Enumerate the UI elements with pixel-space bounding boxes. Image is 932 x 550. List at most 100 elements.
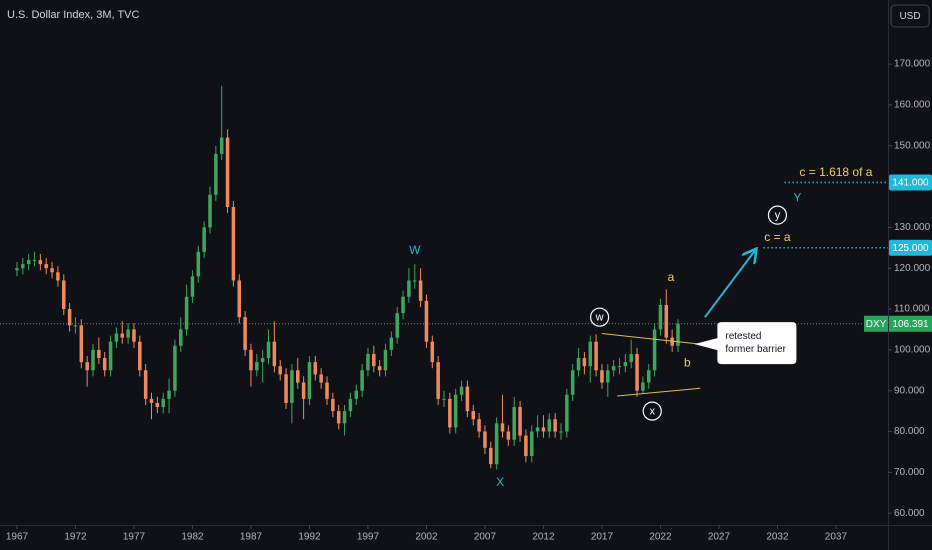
candle-body: [73, 325, 78, 327]
x-tick-label: 2017: [591, 532, 614, 543]
level-label: 141.000: [892, 178, 929, 189]
candle-body: [114, 333, 119, 342]
wave-label: y: [775, 210, 781, 222]
candle-body: [412, 280, 417, 282]
candle-body: [15, 268, 19, 271]
candle-body: [290, 370, 294, 403]
triangle-line: [601, 333, 701, 345]
candle-body: [120, 333, 125, 338]
candle-body: [512, 407, 516, 440]
candle-body: [453, 394, 458, 428]
candle-body: [547, 419, 552, 432]
y-tick-label: 130.000: [894, 222, 931, 233]
candle-body: [500, 423, 505, 432]
candle-body: [459, 386, 464, 395]
candle-body: [307, 362, 312, 399]
wave-label: b: [684, 356, 691, 370]
wave-label: Y: [793, 191, 801, 205]
y-tick-label: 110.000: [894, 304, 930, 315]
candle-body: [360, 370, 364, 391]
candle-body: [541, 427, 546, 432]
level-label-box: [889, 174, 932, 191]
candle-body: [395, 313, 399, 338]
candle-body: [535, 427, 540, 432]
y-tick-label: 70.000: [894, 467, 925, 478]
candle-body: [296, 370, 300, 383]
x-tick-label: 2022: [649, 532, 672, 543]
candle-body: [56, 272, 60, 281]
level-label-box: [889, 239, 932, 256]
candle-body: [407, 280, 411, 297]
wave-label-circle: [590, 307, 610, 327]
candle-body: [383, 349, 388, 371]
wave-label: x: [650, 406, 656, 418]
candle-body: [331, 398, 335, 412]
x-tick-label: 2037: [825, 532, 848, 543]
candle-body: [354, 390, 359, 399]
candle-body: [149, 398, 154, 403]
candle-body: [553, 419, 557, 432]
candle-body: [483, 431, 487, 448]
candle-body: [658, 304, 663, 330]
y-tick-label: 80.000: [894, 426, 925, 437]
candle-body: [418, 280, 423, 301]
x-tick-label: 2027: [708, 532, 731, 543]
candle-body: [301, 382, 306, 399]
callout-text: former barrier: [725, 344, 786, 355]
wave-label: w: [595, 312, 604, 324]
candle-body: [489, 447, 493, 465]
candle-body: [372, 353, 376, 367]
candle-body: [652, 329, 657, 371]
candle-body: [173, 345, 177, 391]
candle-body: [190, 276, 195, 297]
x-tick-label: 1992: [298, 532, 321, 543]
candle-body: [126, 329, 130, 338]
candle-body: [26, 260, 31, 265]
candle-body: [21, 264, 25, 269]
candle-body: [524, 435, 528, 457]
x-tick-label: 2007: [474, 532, 497, 543]
y-tick-label: 60.000: [894, 508, 925, 519]
candle-body: [278, 366, 282, 375]
candle-body: [44, 264, 48, 269]
wave-label: c = 1.618 of a: [799, 165, 872, 179]
candle-body: [442, 398, 446, 400]
candle-body: [143, 370, 148, 399]
candle-body: [102, 358, 107, 371]
trend-arrow: [704, 250, 755, 318]
candle-body: [38, 260, 43, 265]
candle-body: [641, 382, 645, 391]
y-tick-label: 120.000: [894, 263, 931, 274]
candle-body: [284, 374, 288, 403]
candle-body: [161, 398, 165, 408]
level-label: 125.000: [892, 243, 929, 254]
candle-body: [436, 362, 440, 399]
candle-body: [313, 362, 318, 375]
candle-body: [219, 137, 224, 154]
wave-label-circle: [767, 205, 788, 225]
candle-body: [319, 374, 323, 383]
candle-body: [623, 362, 628, 367]
candle-body: [79, 325, 84, 363]
currency-button[interactable]: [890, 4, 930, 28]
candle-body: [629, 353, 633, 363]
candle-body: [559, 431, 563, 433]
x-tick-label: 1977: [123, 532, 146, 543]
candle-body: [237, 280, 242, 318]
candle-body: [570, 370, 575, 395]
candle-body: [32, 260, 37, 262]
candle-body: [494, 423, 499, 465]
chart-title: U.S. Dollar Index, 3M, TVC: [7, 9, 140, 21]
candle-body: [576, 358, 581, 371]
currency-label[interactable]: USD: [899, 11, 920, 22]
candle-body: [108, 341, 113, 371]
x-tick-label: 1997: [357, 532, 380, 543]
wave-label: W: [409, 243, 421, 257]
candle-body: [50, 268, 54, 273]
candle-body: [167, 390, 171, 399]
candle-body: [465, 386, 470, 412]
candle-body: [132, 329, 136, 342]
candle-body: [646, 370, 651, 383]
candle-body: [582, 358, 587, 367]
